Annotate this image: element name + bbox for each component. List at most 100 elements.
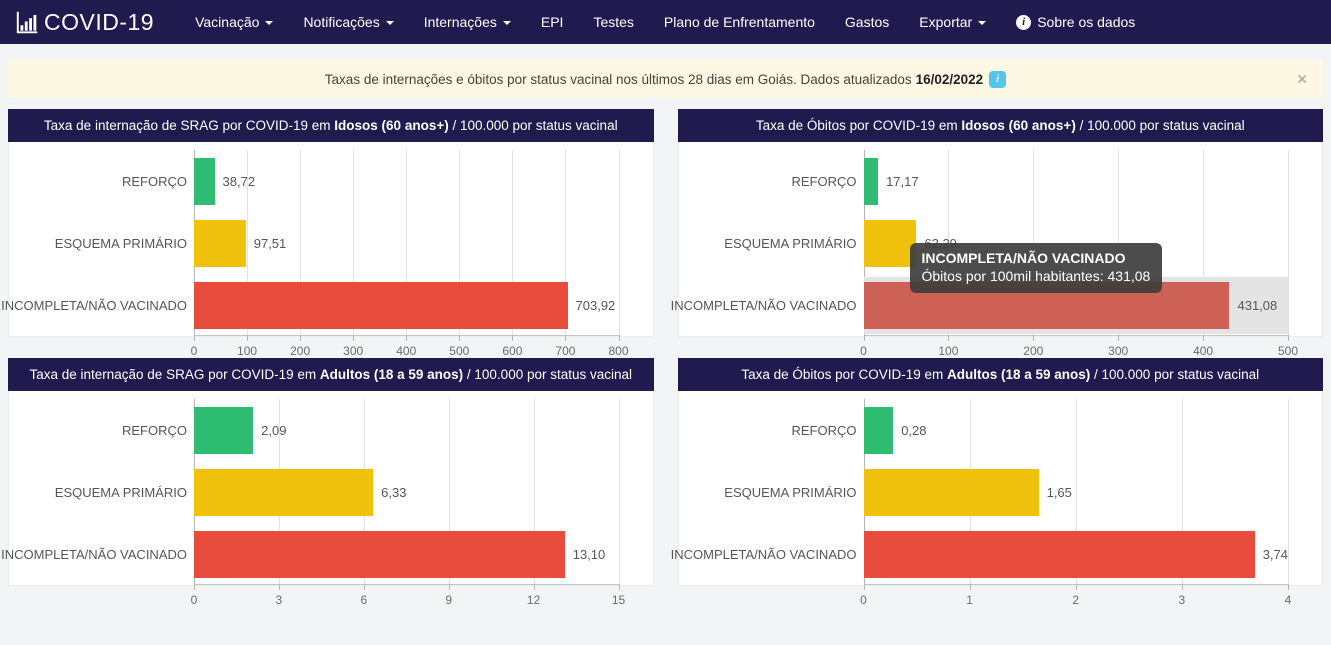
title-text: Taxa de internação de SRAG por COVID-19 … <box>43 118 335 133</box>
axis-tick-label: 0 <box>190 593 198 607</box>
gridline <box>1118 150 1120 335</box>
bar-refor-o[interactable] <box>194 406 254 454</box>
bar-esquema-prim-rio[interactable] <box>194 219 246 267</box>
axis-tick <box>863 584 865 590</box>
nav-vacinacao[interactable]: Vacinação <box>180 0 288 44</box>
category-label: REFORÇO <box>791 173 857 189</box>
category-axis: REFORÇO ESQUEMA PRIMÁRIO INCOMPLETA/NÃO VA… <box>1 399 194 617</box>
nav-label: EPI <box>540 14 564 30</box>
value-label: 703,92 <box>575 297 616 313</box>
category-axis: REFORÇO ESQUEMA PRIMÁRIO INCOMPLETA/NÃO VA… <box>1 150 194 368</box>
nav-plano-de-enfrentamento[interactable]: Plano de Enfrentamento <box>649 0 830 44</box>
axis-tick <box>1118 335 1120 341</box>
category-label: INCOMPLETA/NÃO VACINADO <box>670 297 857 313</box>
bar-incompleta-n-o-vacinado[interactable] <box>863 530 1255 578</box>
bar-esquema-prim-rio[interactable] <box>863 468 1039 516</box>
value-label: 13,10 <box>572 546 606 562</box>
category-axis: REFORÇO ESQUEMA PRIMÁRIO INCOMPLETA/NÃO VA… <box>671 399 864 617</box>
main-nav: Vacinação Notificações Internações EPI T… <box>180 0 1150 44</box>
axis-tick-label: 500 <box>449 344 470 358</box>
axis-tick <box>247 335 249 341</box>
axis-tick <box>1075 584 1077 590</box>
axis-tick-label: 400 <box>1193 344 1214 358</box>
info-badge-icon: i <box>989 70 1007 88</box>
nav-testes[interactable]: Testes <box>578 0 648 44</box>
axis-tick-label: 3 <box>275 593 283 607</box>
bar-row: 17,17 <box>863 150 1289 212</box>
axis-tick-label: 3 <box>1178 593 1186 607</box>
gridline <box>1075 399 1077 584</box>
bar-chart: REFORÇO ESQUEMA PRIMÁRIO INCOMPLETA/NÃO VA… <box>670 142 1323 368</box>
bar-esquema-prim-rio[interactable] <box>863 219 917 267</box>
axis-tick-label: 0 <box>860 344 867 358</box>
nav-gastos[interactable]: Gastos <box>830 0 904 44</box>
nav-sobre-os-dados[interactable]: i Sobre os dados <box>1001 0 1150 44</box>
value-label: 3,74 <box>1262 546 1288 562</box>
axis-tick <box>565 335 567 341</box>
axis-tick <box>459 335 461 341</box>
axis-tick-label: 9 <box>445 593 453 607</box>
gridline <box>300 150 302 335</box>
title-bold: Adultos (18 a 59 anos) <box>946 367 1091 382</box>
update-alert-banner: Taxas de internações e óbitos por status… <box>8 60 1323 98</box>
nav-epi[interactable]: EPI <box>526 0 579 44</box>
gridline <box>1203 150 1205 335</box>
title-bold: Idosos (60 anos+) <box>334 118 449 133</box>
bar-chart: REFORÇO ESQUEMA PRIMÁRIO INCOMPLETA/NÃO VA… <box>671 391 1323 617</box>
gridline <box>1181 399 1183 584</box>
top-navbar: COVID-19 Vacinação Notificações Internaç… <box>0 0 1331 44</box>
title-text: / 100.000 por status vacinal <box>448 118 618 133</box>
bar-esquema-prim-rio[interactable] <box>194 468 374 516</box>
bar-chart: REFORÇO ESQUEMA PRIMÁRIO INCOMPLETA/NÃO VA… <box>1 391 653 617</box>
bar-row: 2,09 <box>194 399 619 461</box>
axis-tick-label: 2 <box>1072 593 1080 607</box>
chevron-down-icon <box>385 21 394 25</box>
axis-tick <box>618 584 620 590</box>
nav-notificacoes[interactable]: Notificações <box>288 0 408 44</box>
category-label: ESQUEMA PRIMÁRIO <box>54 484 187 500</box>
bar-row: 0,28 <box>863 399 1289 461</box>
axis-tick-label: 15 <box>611 593 626 607</box>
brand-logo[interactable]: COVID-19 <box>14 9 154 36</box>
gridline <box>1288 150 1289 335</box>
bar-incompleta-n-o-vacinado[interactable] <box>194 281 568 329</box>
nav-internacoes[interactable]: Internações <box>409 0 526 44</box>
brand-title: COVID-19 <box>44 8 155 35</box>
bar-row: 1,65 <box>863 461 1289 523</box>
axis-tick <box>1203 335 1205 341</box>
info-icon: i <box>1016 14 1032 30</box>
bar-incompleta-n-o-vacinado[interactable] <box>194 530 565 578</box>
category-label: ESQUEMA PRIMÁRIO <box>724 484 857 500</box>
bar-row: 97,51 <box>194 212 619 274</box>
nav-exportar[interactable]: Exportar <box>904 0 1001 44</box>
title-text: / 100.000 por status vacinal <box>463 367 633 382</box>
plot-area: 0 1 2 3 4 0,28 1,65 3,74 <box>860 399 1291 607</box>
chart-title: Taxa de internação de SRAG por COVID-19 … <box>8 109 654 142</box>
axis-tick <box>618 335 620 341</box>
nav-label: Sobre os dados <box>1037 14 1136 30</box>
nav-label: Vacinação <box>195 14 260 30</box>
category-label: REFORÇO <box>122 173 187 189</box>
axis-tick <box>353 335 355 341</box>
chart-panel-obitos-idosos: Taxa de Óbitos por COVID-19 em Idosos (6… <box>671 109 1323 358</box>
title-text: Taxa de Óbitos por COVID-19 em <box>741 367 947 382</box>
chart-tooltip: INCOMPLETA/NÃO VACINADO Óbitos por 100mil… <box>909 243 1163 293</box>
axis-tick-label: 1 <box>966 593 973 607</box>
value-label: 38,72 <box>222 173 256 189</box>
axis-tick <box>533 584 535 590</box>
axis-tick <box>194 335 195 341</box>
bar-refor-o[interactable] <box>863 157 879 205</box>
value-label: 0,28 <box>901 422 927 438</box>
close-icon[interactable]: × <box>1297 69 1307 89</box>
axis-tick <box>278 584 280 590</box>
axis-tick <box>448 584 450 590</box>
gridline <box>618 399 620 584</box>
bar-refor-o[interactable] <box>863 406 894 454</box>
chart-panel-srag-idosos: Taxa de internação de SRAG por COVID-19 … <box>1 109 654 358</box>
bar-refor-o[interactable] <box>194 157 215 205</box>
chevron-down-icon <box>978 21 987 25</box>
alert-text: Taxas de internações e óbitos por status… <box>324 71 912 87</box>
value-label: 2,09 <box>261 422 287 438</box>
title-text: / 100.000 por status vacinal <box>1075 118 1245 133</box>
axis-tick <box>1181 584 1183 590</box>
